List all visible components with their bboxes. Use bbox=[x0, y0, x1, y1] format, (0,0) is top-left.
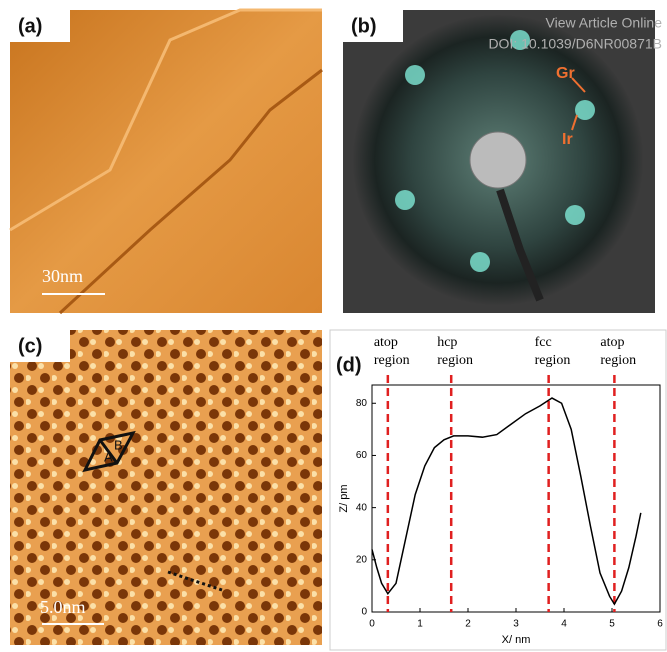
cell-a: A bbox=[104, 449, 113, 464]
sample bbox=[470, 132, 526, 188]
panel-a: (a) 30nm bbox=[10, 10, 322, 313]
y-tick-label: 60 bbox=[356, 450, 368, 461]
panel-label: (d) bbox=[336, 354, 362, 376]
region-label: atop bbox=[600, 335, 624, 350]
region-label: region bbox=[600, 353, 636, 368]
x-tick-label: 0 bbox=[369, 619, 375, 630]
gr-label: Gr bbox=[556, 65, 575, 82]
panel-label: (c) bbox=[18, 335, 42, 357]
x-tick-label: 6 bbox=[657, 619, 663, 630]
y-tick-label: 40 bbox=[356, 502, 368, 513]
figure: (a) 30nm Gr Ir (b) View Article Online D… bbox=[0, 0, 667, 652]
doi: DOI: 10.1039/D6NR00871B bbox=[488, 36, 662, 52]
ir-label: Ir bbox=[562, 131, 573, 148]
scale-bar-label: 5.0nm bbox=[40, 597, 86, 617]
panel-c: A B 5.0nm (c) bbox=[10, 330, 322, 645]
y-tick-label: 20 bbox=[356, 554, 368, 565]
region-label: fcc bbox=[535, 335, 552, 350]
scale-bar-label: 30nm bbox=[42, 266, 83, 286]
region-label: region bbox=[437, 353, 473, 368]
cell-b: B bbox=[114, 437, 123, 452]
y-tick-label: 80 bbox=[356, 398, 368, 409]
x-tick-label: 4 bbox=[561, 619, 567, 630]
y-axis-label: Z/ pm bbox=[338, 484, 350, 512]
x-tick-label: 3 bbox=[513, 619, 519, 630]
panel-label: (a) bbox=[18, 15, 42, 37]
region-label: region bbox=[535, 353, 571, 368]
region-label: atop bbox=[374, 335, 398, 350]
panel-b: Gr Ir (b) bbox=[343, 10, 655, 313]
x-tick-label: 5 bbox=[609, 619, 615, 630]
x-tick-label: 2 bbox=[465, 619, 471, 630]
x-axis-label: X/ nm bbox=[502, 634, 531, 646]
region-label: hcp bbox=[437, 335, 457, 350]
region-label: region bbox=[374, 353, 410, 368]
panel-label: (b) bbox=[351, 15, 377, 37]
view-article-link[interactable]: View Article Online bbox=[546, 15, 663, 31]
x-tick-label: 1 bbox=[417, 619, 423, 630]
y-tick-label: 0 bbox=[361, 607, 367, 618]
panel-d: (d) 0 20 40 60 80 0 1 2 3 4 5 6 X/ nm Z/ pm atop region… bbox=[330, 330, 666, 650]
